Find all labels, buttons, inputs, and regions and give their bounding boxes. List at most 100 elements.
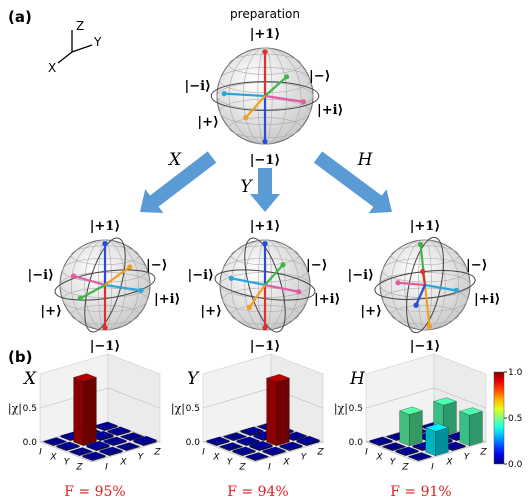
- state-tip: [395, 280, 400, 285]
- z-tick-label: 0.5: [186, 404, 200, 414]
- bar-side: [276, 378, 289, 446]
- fidelity: F = 94%: [227, 484, 288, 500]
- state-tip: [262, 49, 267, 54]
- state-label: |+i⟩: [154, 292, 181, 307]
- state-label: |+1⟩: [250, 219, 281, 234]
- state-label: |+⟩: [200, 304, 222, 319]
- state-tip: [102, 325, 107, 330]
- chart-title: X: [22, 369, 37, 389]
- state-label: |−i⟩: [187, 268, 214, 283]
- bar-side: [435, 428, 448, 456]
- state-tip: [427, 324, 432, 329]
- state-tip: [413, 303, 418, 308]
- state-label: |+1⟩: [410, 219, 441, 234]
- col-label: I: [105, 463, 108, 473]
- state-label: |+1⟩: [90, 219, 121, 234]
- bloch-sphere: [373, 234, 476, 336]
- state-tip: [262, 325, 267, 330]
- col-label: Z: [153, 448, 161, 458]
- row-label: Z: [238, 463, 246, 473]
- state-label: |−⟩: [466, 258, 488, 273]
- fidelity: F = 91%: [390, 484, 451, 500]
- colorbar-tick-label: 0.5: [508, 414, 522, 424]
- col-label: X: [282, 458, 290, 468]
- state-tip: [454, 288, 459, 293]
- row-label: Y: [390, 458, 397, 468]
- colorbar: [494, 372, 504, 464]
- z-axis-label: |χ|: [334, 402, 348, 416]
- state-label: |−⟩: [309, 69, 331, 84]
- state-tip: [284, 74, 289, 79]
- state-tip: [78, 296, 83, 301]
- fidelity: F = 95%: [64, 484, 125, 500]
- state-tip: [280, 262, 285, 267]
- col-label: X: [445, 458, 453, 468]
- axes-icon: [58, 30, 92, 63]
- bar-side: [83, 377, 96, 445]
- bloch-sphere: [213, 234, 317, 336]
- colorbar-tick-label: 0.0: [508, 460, 523, 470]
- col-label: Z: [316, 448, 324, 458]
- z-axis-label: |χ|: [8, 402, 22, 416]
- state-label: |+⟩: [40, 304, 62, 319]
- state-tip: [262, 139, 267, 144]
- z-tick-label: 0.0: [186, 438, 201, 448]
- z-tick-label: 0.0: [23, 438, 38, 448]
- chart-title: H: [349, 369, 366, 389]
- axis-z: Z: [76, 19, 84, 33]
- state-tip: [247, 305, 252, 310]
- panel-label: (b): [8, 348, 32, 366]
- state-label: |−i⟩: [184, 79, 211, 94]
- gate-label: X: [167, 150, 182, 170]
- state-tip: [262, 241, 267, 246]
- axis-y: Y: [93, 35, 102, 49]
- z-axis-label: |χ|: [171, 402, 185, 416]
- state-label: |+i⟩: [314, 292, 341, 307]
- state-label: |−⟩: [306, 258, 328, 273]
- panel-label: (a): [8, 8, 32, 26]
- state-label: |−i⟩: [347, 268, 374, 283]
- state-tip: [420, 269, 425, 274]
- transition-arrow: [314, 151, 392, 213]
- z-tick-label: 0.5: [349, 404, 363, 414]
- row-label: X: [212, 453, 220, 463]
- state-label: |+⟩: [197, 115, 219, 130]
- bar-side: [426, 428, 436, 456]
- chart-title: Y: [187, 369, 200, 389]
- state-tip: [243, 115, 248, 120]
- col-label: X: [119, 458, 127, 468]
- gate-label: H: [357, 150, 374, 170]
- z-tick-label: 0.5: [23, 404, 37, 414]
- axis-x: X: [48, 61, 56, 75]
- row-label: X: [49, 453, 57, 463]
- state-tip: [301, 99, 306, 104]
- bar-side: [469, 411, 482, 445]
- state-label: |+i⟩: [317, 103, 344, 118]
- z-tick-label: 0.0: [349, 438, 364, 448]
- state-label: |−1⟩: [250, 339, 281, 354]
- row-label: Z: [75, 463, 83, 473]
- state-label: |−i⟩: [27, 268, 54, 283]
- bar-side: [74, 377, 84, 445]
- bloch-sphere: [53, 234, 157, 336]
- col-label: Z: [479, 448, 487, 458]
- figure: (a) Z X Y preparation X Y H (b) |+1⟩ |−1⟩…: [0, 0, 528, 503]
- row-label: Y: [64, 458, 71, 468]
- state-tip: [418, 242, 423, 247]
- transition-arrow: [250, 168, 280, 212]
- state-tip: [138, 288, 143, 293]
- row-label: I: [365, 448, 368, 458]
- col-label: I: [268, 463, 271, 473]
- state-tip: [102, 241, 107, 246]
- col-label: I: [431, 463, 434, 473]
- colorbar-tick-label: 1.0: [508, 368, 523, 378]
- col-label: Y: [138, 453, 145, 463]
- state-label: |−1⟩: [410, 339, 441, 354]
- bar-side: [409, 411, 422, 446]
- row-label: Y: [227, 458, 234, 468]
- state-label: |−1⟩: [90, 339, 121, 354]
- bar-side: [460, 411, 470, 445]
- preparation-title: preparation: [230, 7, 300, 21]
- state-tip: [296, 289, 301, 294]
- bloch-sphere: [211, 48, 319, 144]
